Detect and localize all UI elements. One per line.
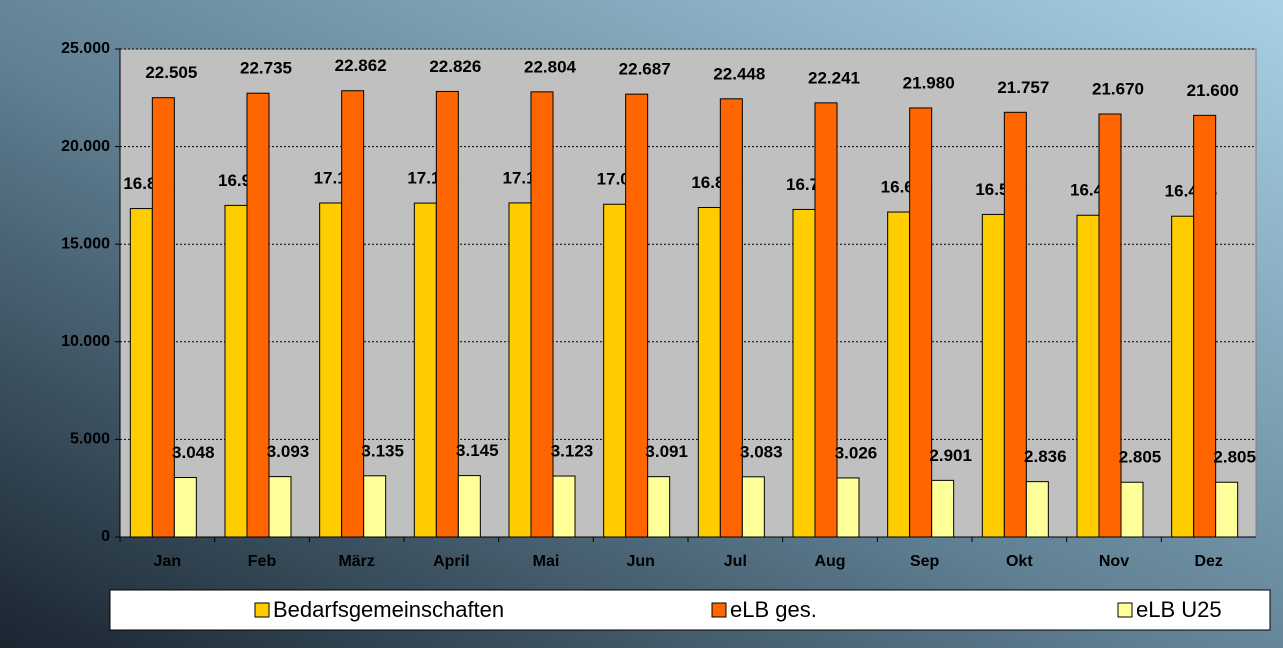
bar <box>319 202 343 538</box>
value-label: 3.083 <box>740 442 783 461</box>
bar <box>246 92 270 538</box>
y-tick-label: 10.000 <box>61 333 110 350</box>
x-tick-label: Aug <box>814 553 845 570</box>
legend-label: eLB ges. <box>730 597 817 622</box>
bar <box>1215 481 1239 538</box>
value-label: 21.980 <box>903 73 955 92</box>
x-tick-label: Okt <box>1006 553 1033 570</box>
value-label: 22.448 <box>713 64 765 83</box>
bar <box>625 93 649 538</box>
value-label: 21.600 <box>1187 81 1239 100</box>
x-tick-label: Sep <box>910 553 940 570</box>
value-label: 21.757 <box>997 78 1049 97</box>
value-label: 3.093 <box>267 442 310 461</box>
value-label: 2.805 <box>1213 448 1256 467</box>
x-tick-label: Jul <box>724 553 747 570</box>
legend-swatch <box>711 602 727 618</box>
bar <box>1193 114 1217 538</box>
bar <box>1025 481 1049 538</box>
bar <box>647 476 671 538</box>
value-label: 22.826 <box>429 57 481 76</box>
value-label: 2.805 <box>1119 448 1162 467</box>
bar <box>1003 111 1027 538</box>
value-label: 22.687 <box>619 60 671 79</box>
bar <box>603 203 627 538</box>
y-tick-label: 20.000 <box>61 138 110 155</box>
plot-area <box>119 48 1257 538</box>
value-label: 3.145 <box>456 441 499 460</box>
bar <box>363 475 387 538</box>
bar <box>552 475 576 538</box>
value-label: 22.735 <box>240 59 292 78</box>
bar <box>173 477 197 538</box>
bar <box>909 107 933 538</box>
bar <box>435 90 459 538</box>
bar <box>719 98 743 538</box>
value-label: 3.091 <box>645 442 688 461</box>
value-label: 3.026 <box>835 443 878 462</box>
value-label: 3.135 <box>361 441 404 460</box>
bar <box>413 202 437 538</box>
y-tick-label: 25.000 <box>61 40 110 57</box>
bar <box>814 102 838 538</box>
value-label: 3.048 <box>172 443 215 462</box>
bar <box>1171 215 1195 538</box>
legend-swatch <box>254 602 270 618</box>
bar <box>341 90 365 538</box>
value-label: 22.862 <box>335 56 387 75</box>
x-tick-label: Mai <box>533 553 560 570</box>
x-tick-label: März <box>338 553 374 570</box>
bar <box>129 208 153 538</box>
x-tick-label: April <box>433 553 469 570</box>
value-label: 2.901 <box>929 446 972 465</box>
bar <box>268 476 292 538</box>
legend-swatch <box>1117 602 1133 618</box>
y-tick-label: 15.000 <box>61 235 110 252</box>
bar <box>792 208 816 538</box>
value-label: 21.670 <box>1092 79 1144 98</box>
bar <box>836 477 860 538</box>
value-label: 3.123 <box>551 442 594 461</box>
bar <box>981 213 1005 538</box>
value-label: 2.836 <box>1024 447 1067 466</box>
legend-label: eLB U25 <box>1136 597 1222 622</box>
x-tick-label: Dez <box>1194 553 1222 570</box>
bar <box>1098 113 1122 538</box>
x-tick-label: Feb <box>248 553 277 570</box>
value-label: 22.804 <box>524 57 577 76</box>
bar <box>697 207 721 538</box>
bar <box>224 204 248 538</box>
y-tick-label: 5.000 <box>70 431 110 448</box>
legend-label: Bedarfsgemeinschaften <box>273 597 504 622</box>
bar <box>530 91 554 538</box>
value-label: 22.241 <box>808 68 860 87</box>
bar <box>1076 214 1100 538</box>
x-tick-label: Nov <box>1099 553 1129 570</box>
legend <box>109 589 1271 631</box>
x-tick-label: Jun <box>626 553 654 570</box>
bar <box>151 97 175 538</box>
x-tick-label: Jan <box>154 553 182 570</box>
bar <box>508 202 532 538</box>
bar <box>887 211 911 538</box>
bar <box>457 475 481 538</box>
bar <box>741 476 765 538</box>
y-tick-label: 0 <box>101 528 110 545</box>
value-label: 22.505 <box>145 63 197 82</box>
bar <box>931 479 955 538</box>
bar <box>1120 481 1144 538</box>
